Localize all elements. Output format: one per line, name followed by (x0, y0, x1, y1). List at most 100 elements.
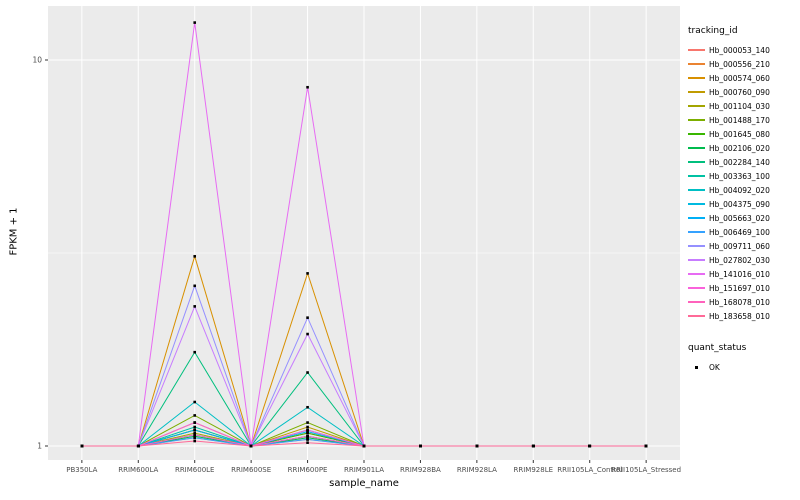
x-tick-label: RRIM600PE (288, 466, 328, 474)
series-color-key-icon (688, 86, 705, 99)
legend-item: Hb_027802_030 (688, 253, 800, 267)
legend-item-label: Hb_001104_030 (709, 101, 770, 111)
legend-item: Hb_183658_010 (688, 309, 800, 323)
x-tick-label: RRIM928LA (457, 466, 497, 474)
x-tick-label: RRIM928BA (400, 466, 441, 474)
data-point (80, 444, 84, 448)
y-axis-title: FPKM + 1 (8, 207, 20, 256)
legend-item-label: Hb_168078_010 (709, 297, 770, 307)
legend-item-label: Hb_027802_030 (709, 255, 770, 265)
series-color-key-icon (688, 128, 705, 141)
x-tick-label: RRII105LA_Control (557, 466, 622, 474)
y-tick-label: 1 (37, 442, 42, 451)
legend-item: Hb_141016_010 (688, 267, 800, 281)
data-point (193, 305, 197, 308)
data-point (362, 444, 366, 448)
legend: tracking_id Hb_000053_140 Hb_000556_210 Hb… (688, 0, 800, 500)
legend-item: Hb_151697_010 (688, 281, 800, 295)
legend-item-label: Hb_001488_170 (709, 115, 770, 125)
data-point (193, 400, 197, 404)
legend-item-label: Hb_000574_060 (709, 73, 770, 83)
data-point (193, 284, 197, 288)
series-color-key-icon (688, 184, 705, 197)
x-tick-label: PB350LA (66, 466, 97, 474)
series-color-key-icon (688, 240, 705, 253)
legend-title-tracking-id: tracking_id (688, 26, 738, 36)
legend-item: Hb_000760_090 (688, 85, 800, 99)
legend-item-label: Hb_002284_140 (709, 157, 770, 167)
series-color-key-icon (688, 72, 705, 85)
data-point (306, 371, 309, 374)
legend-item: Hb_001645_080 (688, 127, 800, 141)
legend-item: Hb_005663_020 (688, 211, 800, 225)
legend-item: Hb_000556_210 (688, 57, 800, 71)
data-point (306, 316, 309, 319)
legend-item: Hb_002284_140 (688, 155, 800, 169)
series-color-key-icon (688, 296, 705, 309)
data-point (193, 425, 197, 429)
data-point (193, 436, 197, 440)
data-point (306, 431, 309, 435)
legend-item-label: Hb_004092_020 (709, 185, 770, 195)
data-point (588, 444, 592, 448)
series-color-key-icon (688, 310, 705, 323)
series-color-key-icon (688, 268, 705, 281)
series-color-key-icon (688, 212, 705, 225)
data-point (306, 332, 309, 336)
legend-item-label: Hb_000760_090 (709, 87, 770, 97)
series-color-key-icon (688, 142, 705, 155)
legend-item-label: Hb_183658_010 (709, 311, 770, 321)
plot-canvas: 1 10 PB350LA RRIM600LA RRIM600LE RRIM600SE RRI… (32, 6, 681, 474)
series-color-key-icon (688, 100, 705, 113)
data-point (475, 444, 479, 448)
series-color-key-icon (688, 58, 705, 71)
legend-item-label: Hb_002106_020 (709, 143, 770, 153)
data-point (193, 434, 197, 438)
data-point (193, 421, 197, 424)
data-point (249, 444, 253, 448)
data-point (306, 405, 309, 409)
legend-item-label: Hb_003363_100 (709, 171, 770, 181)
legend-item-label: Hb_006469_100 (709, 227, 770, 237)
series-color-key-icon (688, 282, 705, 295)
data-point (193, 433, 197, 436)
data-point (193, 414, 197, 417)
data-point (193, 439, 197, 443)
legend-item-label: Hb_000556_210 (709, 59, 770, 69)
series-color-key-icon (688, 156, 705, 169)
legend-item: Hb_006469_100 (688, 225, 800, 239)
data-point (306, 436, 309, 440)
x-axis-title: sample_name (329, 478, 399, 489)
legend-item: Hb_004375_090 (688, 197, 800, 211)
x-tick-label: RRIM901LA (344, 466, 384, 474)
x-tick-label: RRII105LA_Stressed (611, 466, 681, 474)
data-point (306, 421, 309, 424)
legend-items: Hb_000053_140 Hb_000556_210 Hb_000574_060 H… (688, 43, 800, 323)
data-point (193, 431, 197, 435)
x-tick-label: RRIM600LA (118, 466, 158, 474)
data-point (136, 444, 140, 448)
data-point (193, 21, 197, 24)
data-point (306, 434, 309, 438)
data-point (306, 85, 309, 89)
data-point (419, 444, 422, 448)
legend-item: Hb_001488_170 (688, 113, 800, 127)
legend-item: Hb_000574_060 (688, 71, 800, 85)
legend-item-label: OK (709, 362, 720, 372)
series-color-key-icon (688, 226, 705, 239)
data-point (193, 350, 197, 354)
data-point (306, 425, 309, 429)
legend-title-quant-status: quant_status (688, 343, 747, 353)
legend-item: Hb_003363_100 (688, 169, 800, 183)
data-point (193, 255, 197, 258)
legend-item-label: Hb_009711_060 (709, 241, 770, 251)
data-point (193, 428, 197, 432)
quant-status-legend: quant_status OK (688, 343, 800, 374)
legend-item: Hb_168078_010 (688, 295, 800, 309)
legend-item: OK (688, 360, 800, 374)
data-point (644, 444, 648, 448)
data-point (306, 441, 309, 444)
series-color-key-icon (688, 44, 705, 57)
legend-item-label: Hb_001645_080 (709, 129, 770, 139)
